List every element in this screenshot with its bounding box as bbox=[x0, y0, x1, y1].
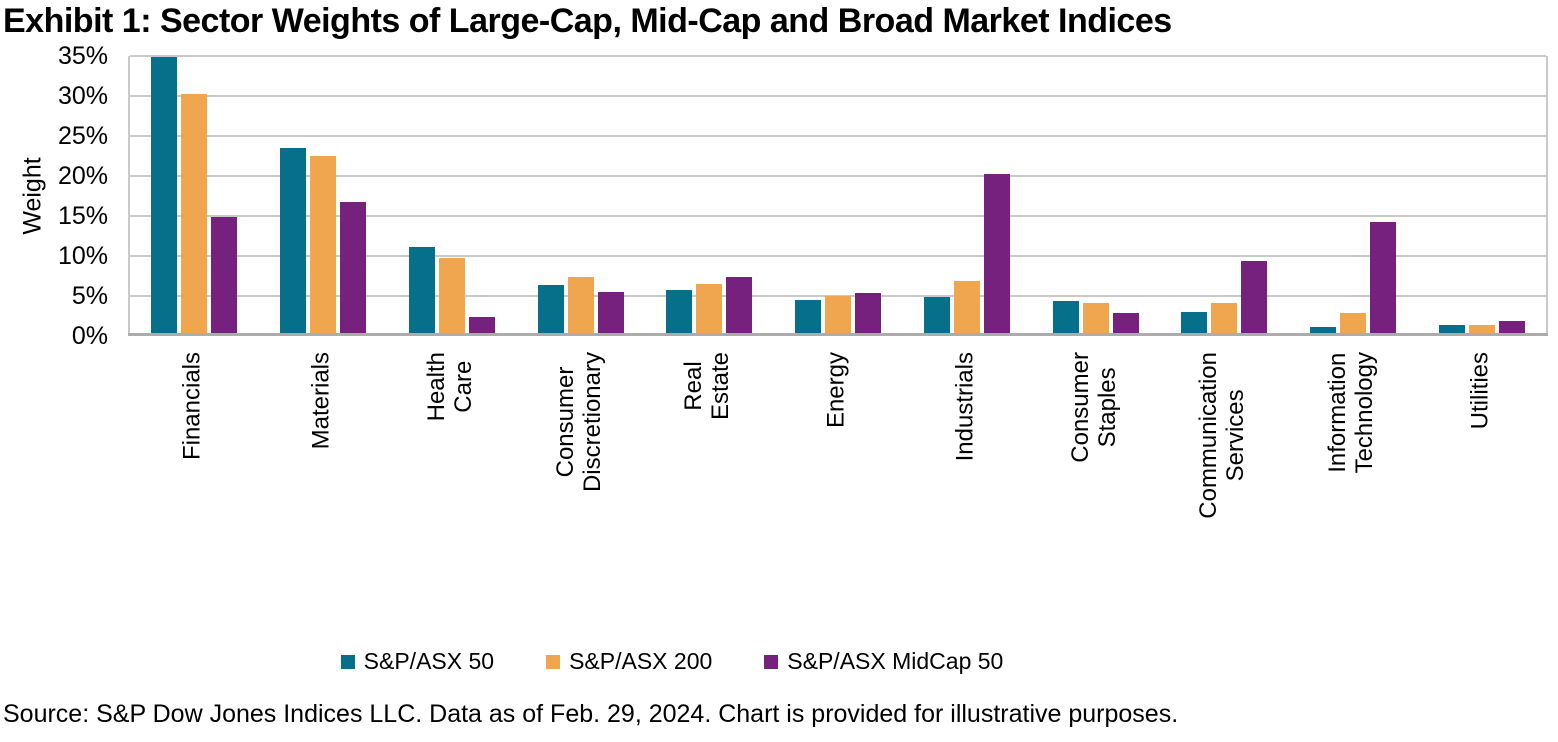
legend-item-s-p-asx-200: S&P/ASX 200 bbox=[546, 648, 712, 675]
bar-s-p-asx-midcap-50-real-estate bbox=[726, 277, 753, 335]
bar-s-p-asx-200-utilities bbox=[1468, 325, 1495, 335]
x-label-cell-materials: Materials bbox=[257, 352, 386, 644]
bar-s-p-asx-midcap-50-materials bbox=[340, 202, 367, 335]
x-label-cell-communication-services: Communication Services bbox=[1158, 352, 1287, 644]
bar-group-utilities bbox=[1417, 56, 1546, 336]
bar-group-health-care bbox=[387, 56, 516, 336]
bar-s-p-asx-midcap-50-financials bbox=[211, 216, 238, 335]
x-label-cell-real-estate: Real Estate bbox=[643, 352, 772, 644]
bar-group-financials bbox=[130, 56, 259, 336]
x-label-utilities: Utilities bbox=[1466, 352, 1494, 430]
x-label-communication-services: Communication Services bbox=[1195, 352, 1250, 519]
legend-swatch-icon-s-p-asx-midcap-50 bbox=[764, 654, 779, 669]
x-label-cell-financials: Financials bbox=[128, 352, 257, 644]
bar-s-p-asx-midcap-50-industrials bbox=[983, 174, 1010, 335]
chart-legend: S&P/ASX 50 S&P/ASX 200 S&P/ASX MidCap 50 bbox=[0, 648, 1344, 675]
bar-s-p-asx-50-materials bbox=[280, 147, 307, 335]
bar-s-p-asx-50-consumer-discretionary bbox=[537, 284, 564, 335]
bar-group-consumer-discretionary bbox=[516, 56, 645, 336]
x-label-materials: Materials bbox=[307, 352, 335, 450]
gridline-25 bbox=[130, 135, 1546, 137]
bar-s-p-asx-midcap-50-communication-services bbox=[1241, 260, 1268, 335]
bar-s-p-asx-50-information-technology bbox=[1309, 327, 1336, 335]
legend-item-s-p-asx-midcap-50: S&P/ASX MidCap 50 bbox=[764, 648, 1003, 675]
x-label-cell-industrials: Industrials bbox=[900, 352, 1029, 644]
y-tick-20: 20% bbox=[57, 162, 108, 190]
x-label-real-estate: Real Estate bbox=[680, 352, 735, 421]
legend-label-s-p-asx-50: S&P/ASX 50 bbox=[363, 648, 495, 674]
y-tick-10: 10% bbox=[57, 242, 108, 270]
bar-group-energy bbox=[774, 56, 903, 336]
x-label-financials: Financials bbox=[178, 352, 206, 461]
bar-groups bbox=[130, 56, 1546, 336]
legend-swatch-icon-s-p-asx-200 bbox=[546, 654, 561, 669]
bar-s-p-asx-midcap-50-consumer-staples bbox=[1112, 312, 1139, 335]
y-tick-30: 30% bbox=[57, 82, 108, 110]
bar-s-p-asx-200-consumer-staples bbox=[1082, 303, 1109, 335]
legend-item-s-p-asx-50: S&P/ASX 50 bbox=[340, 648, 495, 675]
bar-s-p-asx-50-utilities bbox=[1438, 324, 1465, 335]
x-label-cell-consumer-staples: Consumer Staples bbox=[1029, 352, 1158, 644]
bar-s-p-asx-midcap-50-energy bbox=[855, 292, 882, 335]
x-label-consumer-staples: Consumer Staples bbox=[1066, 352, 1121, 463]
bar-s-p-asx-200-health-care bbox=[438, 258, 465, 335]
gridline-30 bbox=[130, 95, 1546, 97]
bar-s-p-asx-200-information-technology bbox=[1339, 313, 1366, 335]
gridline-20 bbox=[130, 175, 1546, 177]
x-label-cell-utilities: Utilities bbox=[1415, 352, 1544, 644]
bar-group-real-estate bbox=[645, 56, 774, 336]
x-label-health-care: Health Care bbox=[422, 352, 477, 422]
bar-s-p-asx-200-materials bbox=[310, 155, 337, 335]
gridline-35 bbox=[130, 55, 1546, 57]
bar-s-p-asx-50-industrials bbox=[923, 297, 950, 335]
bar-s-p-asx-200-energy bbox=[825, 295, 852, 335]
source-note: Source: S&P Dow Jones Indices LLC. Data … bbox=[3, 700, 1179, 728]
gridline-10 bbox=[130, 255, 1546, 257]
x-label-cell-health-care: Health Care bbox=[385, 352, 514, 644]
x-axis-line bbox=[128, 333, 1548, 336]
legend-swatch-icon-s-p-asx-50 bbox=[340, 654, 355, 669]
bar-s-p-asx-200-consumer-discretionary bbox=[567, 276, 594, 335]
bar-s-p-asx-50-energy bbox=[795, 299, 822, 335]
chart-title: Exhibit 1: Sector Weights of Large-Cap, … bbox=[3, 2, 1172, 40]
bar-group-materials bbox=[259, 56, 388, 336]
bar-s-p-asx-50-financials bbox=[151, 56, 178, 335]
bar-s-p-asx-midcap-50-information-technology bbox=[1369, 222, 1396, 335]
bar-s-p-asx-50-communication-services bbox=[1181, 311, 1208, 335]
bar-s-p-asx-50-health-care bbox=[408, 247, 435, 335]
y-tick-25: 25% bbox=[57, 122, 108, 150]
y-tick-0: 0% bbox=[71, 322, 108, 350]
x-label-consumer-discretionary: Consumer Discretionary bbox=[551, 352, 606, 493]
y-tick-5: 5% bbox=[71, 282, 108, 310]
gridline-15 bbox=[130, 215, 1546, 217]
y-tick-15: 15% bbox=[57, 202, 108, 230]
bar-s-p-asx-200-industrials bbox=[953, 280, 980, 335]
x-label-cell-consumer-discretionary: Consumer Discretionary bbox=[514, 352, 643, 644]
bar-s-p-asx-200-financials bbox=[181, 94, 208, 335]
bar-s-p-asx-200-communication-services bbox=[1211, 303, 1238, 335]
y-tick-35: 35% bbox=[57, 42, 108, 70]
bar-s-p-asx-200-real-estate bbox=[696, 283, 723, 335]
bar-group-consumer-staples bbox=[1031, 56, 1160, 336]
y-axis-tick-labels: 0% 5% 10% 15% 20% 25% 30% 35% bbox=[0, 0, 108, 400]
x-axis-category-labels: Financials Materials Health Care Consumer D… bbox=[128, 352, 1544, 644]
bar-s-p-asx-midcap-50-health-care bbox=[468, 316, 495, 335]
x-label-information-technology: Information Technology bbox=[1323, 352, 1378, 474]
legend-label-s-p-asx-midcap-50: S&P/ASX MidCap 50 bbox=[787, 648, 1004, 674]
bar-group-industrials bbox=[902, 56, 1031, 336]
bar-s-p-asx-midcap-50-consumer-discretionary bbox=[597, 291, 624, 335]
bar-group-communication-services bbox=[1160, 56, 1289, 336]
x-label-cell-energy: Energy bbox=[772, 352, 901, 644]
x-label-energy: Energy bbox=[822, 352, 850, 429]
plot-area bbox=[128, 55, 1548, 336]
bar-s-p-asx-midcap-50-utilities bbox=[1498, 321, 1525, 335]
bar-group-information-technology bbox=[1289, 56, 1418, 336]
x-label-industrials: Industrials bbox=[951, 352, 979, 462]
x-label-cell-information-technology: Information Technology bbox=[1287, 352, 1416, 644]
bar-s-p-asx-50-consumer-staples bbox=[1052, 300, 1079, 335]
bar-s-p-asx-50-real-estate bbox=[666, 290, 693, 335]
legend-label-s-p-asx-200: S&P/ASX 200 bbox=[569, 648, 713, 674]
